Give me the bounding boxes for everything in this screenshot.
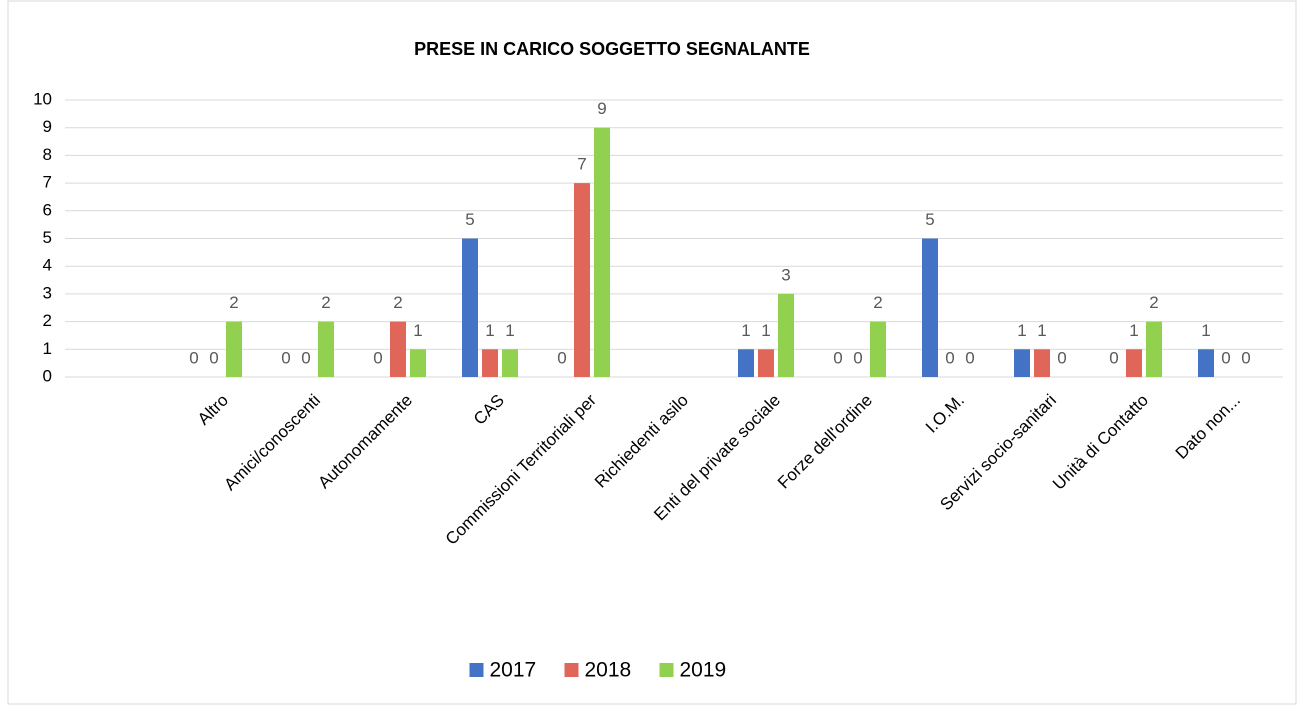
legend-swatch bbox=[564, 663, 579, 677]
bar bbox=[594, 127, 610, 377]
chart-title: PRESE IN CARICO SOGGETTO SEGNALANTE bbox=[414, 39, 810, 59]
bar bbox=[1014, 349, 1030, 377]
data-label: 0 bbox=[1221, 348, 1230, 367]
data-label: 0 bbox=[557, 348, 566, 367]
legend: 2017 2018 2019 bbox=[469, 659, 727, 682]
chart-frame bbox=[7, 0, 1297, 705]
y-tick-label: 1 bbox=[43, 339, 52, 358]
data-label: 1 bbox=[741, 321, 750, 340]
data-label: 2 bbox=[393, 293, 402, 312]
legend-swatch bbox=[659, 663, 674, 677]
bar bbox=[462, 238, 478, 377]
data-label: 5 bbox=[925, 210, 934, 229]
data-label: 0 bbox=[945, 348, 954, 367]
data-label: 0 bbox=[853, 348, 862, 367]
bar bbox=[574, 183, 590, 377]
data-label: 1 bbox=[485, 321, 494, 340]
bar bbox=[758, 349, 774, 377]
data-label: 5 bbox=[465, 210, 474, 229]
data-label: 0 bbox=[965, 348, 974, 367]
data-label: 1 bbox=[505, 321, 514, 340]
bar bbox=[1126, 349, 1142, 377]
y-tick-label: 8 bbox=[43, 145, 52, 164]
bar bbox=[390, 321, 406, 377]
data-label: 1 bbox=[413, 321, 422, 340]
data-label: 0 bbox=[1241, 348, 1250, 367]
data-label: 0 bbox=[833, 348, 842, 367]
data-label: 0 bbox=[281, 348, 290, 367]
data-label: 1 bbox=[761, 321, 770, 340]
data-label: 1 bbox=[1037, 321, 1046, 340]
y-tick-label: 9 bbox=[43, 117, 52, 136]
y-tick-label: 5 bbox=[43, 228, 52, 247]
bar bbox=[318, 321, 334, 377]
bar bbox=[738, 349, 754, 377]
data-label: 2 bbox=[321, 293, 330, 312]
data-label: 0 bbox=[189, 348, 198, 367]
data-label: 3 bbox=[781, 265, 790, 284]
legend-swatch bbox=[469, 663, 484, 677]
legend-label: 2018 bbox=[585, 659, 632, 682]
data-label: 0 bbox=[1057, 348, 1066, 367]
bar bbox=[870, 321, 886, 377]
y-tick-label: 6 bbox=[43, 200, 52, 219]
y-tick-label: 3 bbox=[43, 283, 52, 302]
bar bbox=[482, 349, 498, 377]
data-label: 2 bbox=[1149, 293, 1158, 312]
data-label: 1 bbox=[1201, 321, 1210, 340]
legend-label: 2019 bbox=[680, 659, 727, 682]
bar bbox=[226, 321, 242, 377]
y-tick-label: 7 bbox=[43, 173, 52, 192]
data-label: 1 bbox=[1129, 321, 1138, 340]
legend-label: 2017 bbox=[490, 659, 537, 682]
data-label: 0 bbox=[373, 348, 382, 367]
bar bbox=[922, 238, 938, 377]
bar bbox=[1146, 321, 1162, 377]
data-label: 1 bbox=[1017, 321, 1026, 340]
bar bbox=[1034, 349, 1050, 377]
y-tick-label: 0 bbox=[43, 366, 52, 385]
data-label: 0 bbox=[301, 348, 310, 367]
data-label: 2 bbox=[873, 293, 882, 312]
bar bbox=[1198, 349, 1214, 377]
y-tick-label: 2 bbox=[43, 311, 52, 330]
data-label: 7 bbox=[577, 155, 586, 174]
y-tick-label: 10 bbox=[33, 89, 52, 108]
data-label: 0 bbox=[1109, 348, 1118, 367]
data-label: 9 bbox=[597, 99, 606, 118]
bar bbox=[778, 293, 794, 377]
bar bbox=[410, 349, 426, 377]
data-label: 2 bbox=[229, 293, 238, 312]
bar bbox=[502, 349, 518, 377]
data-label: 0 bbox=[209, 348, 218, 367]
y-tick-label: 4 bbox=[43, 256, 52, 275]
